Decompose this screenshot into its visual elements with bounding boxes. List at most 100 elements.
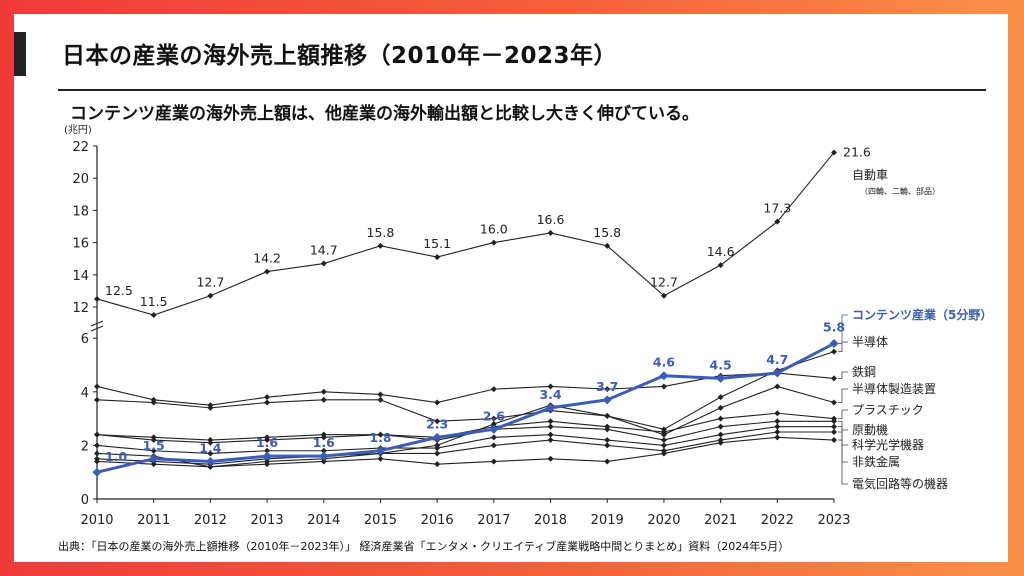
data-label: 12.5	[105, 283, 133, 298]
series-line	[96, 342, 835, 474]
data-point	[604, 242, 611, 249]
y-tick-label: 16	[72, 237, 89, 252]
x-tick-label: 2019	[591, 513, 624, 528]
data-point	[320, 396, 327, 403]
legend-label: 自動車	[852, 168, 888, 182]
page-subtitle: コンテンツ産業の海外売上額は、他産業の海外輸出額と比較し大きく伸びている。	[70, 104, 699, 124]
data-label: 1.0	[105, 449, 127, 464]
data-point	[831, 149, 837, 156]
data-point	[264, 437, 271, 444]
data-point	[207, 439, 214, 446]
data-point	[831, 418, 837, 425]
data-label: 1.6	[256, 435, 278, 450]
legend-label: 半導体	[852, 335, 888, 349]
data-point	[660, 450, 667, 457]
data-point	[150, 396, 157, 403]
data-label: 15.8	[367, 225, 395, 240]
legend-leader-line	[838, 409, 848, 420]
data-label: 2.3	[426, 416, 448, 431]
data-label: 4.7	[766, 352, 788, 367]
series-line	[96, 426, 834, 454]
data-point	[94, 431, 100, 438]
data-point	[207, 450, 214, 457]
data-label: 4.5	[710, 357, 732, 372]
data-point	[320, 388, 327, 395]
data-label: 4.6	[653, 355, 675, 370]
data-point	[831, 429, 837, 435]
data-point	[489, 424, 499, 434]
data-label: 15.1	[423, 236, 451, 251]
data-point	[264, 394, 271, 401]
data-point	[94, 458, 100, 465]
data-point	[434, 445, 441, 452]
data-point	[490, 442, 497, 449]
x-tick-label: 2022	[761, 513, 794, 528]
data-point	[774, 423, 781, 430]
legend-note: （四輪、二輪、部品）	[860, 186, 940, 196]
y-tick-label: 20	[72, 172, 89, 187]
data-point	[92, 467, 102, 477]
data-point	[547, 455, 554, 462]
data-label: 15.8	[593, 225, 621, 240]
data-point	[377, 455, 384, 462]
data-point	[604, 386, 611, 393]
data-point	[94, 383, 100, 390]
data-point	[490, 415, 497, 422]
data-label: 3.7	[596, 379, 618, 394]
legend-leader-line	[838, 426, 848, 446]
y-tick-label: 18	[72, 204, 89, 219]
data-point	[660, 429, 667, 435]
data-point	[94, 450, 100, 457]
data-point	[94, 396, 100, 403]
data-label: 3.4	[539, 387, 561, 402]
data-point	[547, 229, 554, 236]
x-tick-label: 2013	[251, 513, 284, 528]
y-tick-label: 12	[72, 301, 89, 316]
data-point	[320, 447, 327, 454]
legend-label: プラスチック	[852, 403, 924, 417]
data-point	[432, 432, 442, 442]
data-point	[772, 368, 782, 378]
data-point	[94, 442, 100, 449]
data-point	[490, 239, 497, 246]
x-tick-label: 2020	[647, 513, 680, 528]
data-point	[207, 292, 214, 299]
data-label: 11.5	[140, 294, 168, 309]
legend-leader-line	[838, 371, 848, 379]
data-point	[774, 429, 781, 435]
data-point	[547, 383, 554, 390]
data-point	[659, 371, 669, 381]
data-label: 14.6	[707, 244, 735, 259]
data-label: 1.5	[143, 438, 165, 453]
data-point	[264, 268, 271, 275]
title-divider	[58, 89, 986, 91]
data-point	[264, 399, 271, 406]
legend-leader-line	[838, 439, 848, 485]
data-point	[717, 394, 724, 401]
legend-label: 電気回路等の機器	[852, 476, 948, 491]
legend-label: 非鉄金属	[852, 454, 900, 469]
y-tick-label: 0	[81, 493, 89, 508]
source-citation: 出典：「日本の産業の海外売上額推移（2010年－2023年）」 経済産業省「エン…	[58, 540, 790, 553]
data-point	[547, 423, 554, 430]
data-point	[434, 418, 441, 425]
data-point	[490, 458, 497, 465]
axis-break-mark	[90, 325, 104, 332]
data-point	[547, 437, 554, 444]
data-point	[262, 451, 272, 461]
data-label: 21.6	[843, 144, 871, 159]
data-point	[831, 399, 837, 406]
data-point	[604, 412, 611, 419]
data-point	[717, 404, 724, 411]
y-tick-label: 2	[81, 439, 89, 454]
data-label: 12.7	[650, 275, 678, 290]
data-label: 5.8	[823, 320, 845, 335]
data-label: 1.8	[369, 430, 391, 445]
data-label: 12.7	[196, 275, 224, 290]
data-point	[604, 458, 611, 465]
data-point	[716, 373, 726, 383]
legend-label: 半導体製造装置	[852, 382, 936, 396]
data-point	[150, 437, 157, 444]
series-line	[96, 436, 835, 468]
data-point	[831, 423, 837, 430]
